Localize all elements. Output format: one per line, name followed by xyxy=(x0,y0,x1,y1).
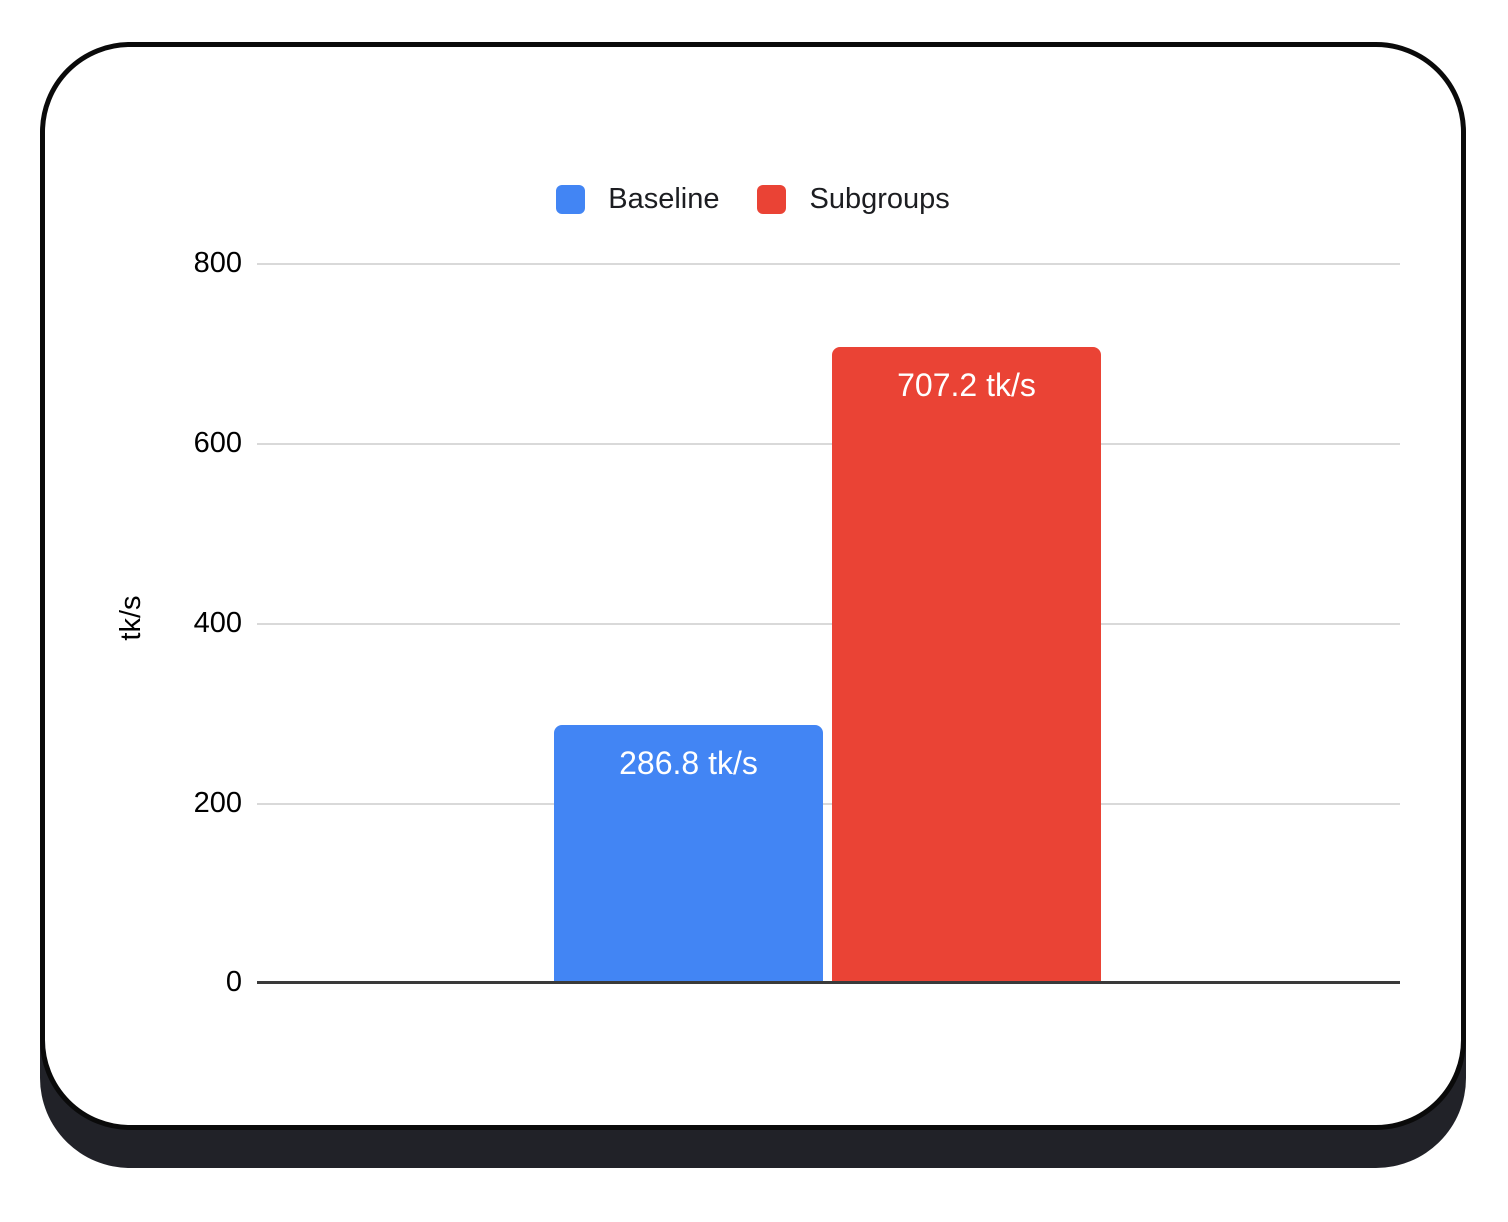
y-tick-0: 0 xyxy=(225,966,242,998)
bar-baseline: 286.8 tk/s xyxy=(554,724,823,983)
plot-area: 286.8 tk/s 707.2 tk/s xyxy=(257,262,1400,984)
y-axis-title: tk/s xyxy=(115,595,147,641)
chart-card: Baseline Subgroups 800 600 400 200 0 tk/… xyxy=(40,42,1466,1130)
bar-subgroups: 707.2 tk/s xyxy=(832,346,1101,983)
legend-label-baseline: Baseline xyxy=(608,183,720,215)
legend: Baseline Subgroups xyxy=(45,182,1461,216)
gridline-200 xyxy=(257,803,1400,805)
y-tick-800: 800 xyxy=(193,247,242,279)
x-axis-line xyxy=(257,981,1400,984)
legend-item-baseline: Baseline xyxy=(556,182,719,216)
y-tick-600: 600 xyxy=(193,427,242,459)
bar-subgroups-value-label: 707.2 tk/s xyxy=(897,366,1036,403)
gridline-400 xyxy=(257,623,1400,625)
baseline-swatch-icon xyxy=(556,184,586,214)
gridline-800 xyxy=(257,263,1400,265)
bar-baseline-value-label: 286.8 tk/s xyxy=(619,744,758,781)
gridline-600 xyxy=(257,443,1400,445)
legend-label-subgroups: Subgroups xyxy=(809,183,950,215)
y-tick-400: 400 xyxy=(193,607,242,639)
subgroups-swatch-icon xyxy=(757,184,787,214)
y-tick-200: 200 xyxy=(193,787,242,819)
legend-item-subgroups: Subgroups xyxy=(757,182,950,216)
